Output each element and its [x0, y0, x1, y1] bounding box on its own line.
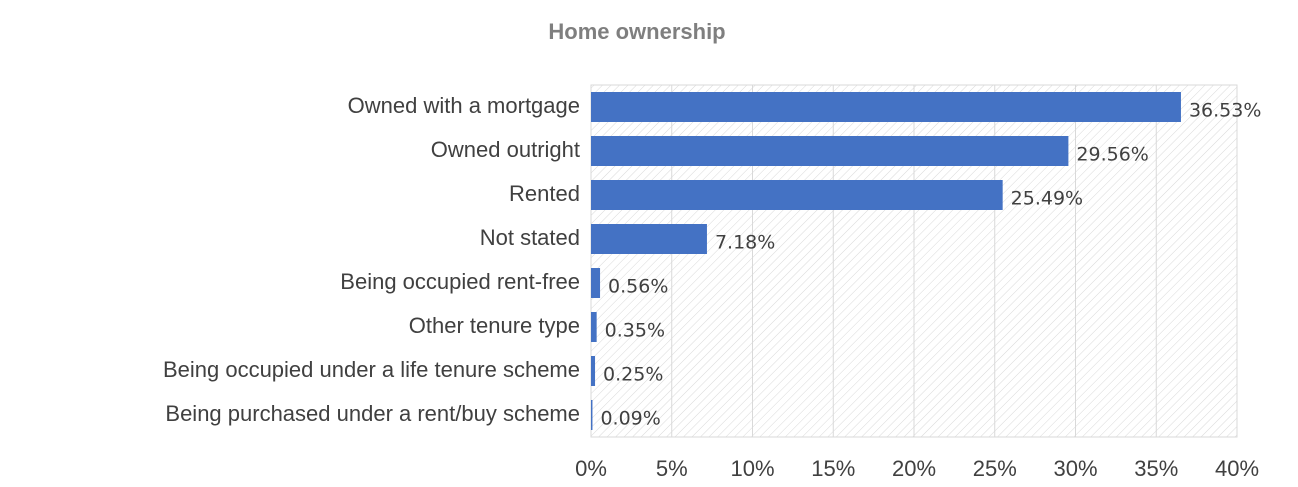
bar — [591, 356, 596, 386]
x-tick-label: 15% — [811, 456, 855, 481]
bar — [591, 268, 601, 298]
y-tick-label: Other tenure type — [409, 313, 580, 338]
value-label: 7.18% — [715, 232, 775, 254]
x-tick-label: 10% — [730, 456, 774, 481]
value-label: 0.25% — [603, 364, 663, 386]
bar — [591, 224, 707, 254]
x-tick-label: 0% — [575, 456, 607, 481]
value-label: 0.56% — [608, 276, 668, 298]
value-label: 36.53% — [1189, 100, 1261, 122]
value-label: 0.09% — [600, 408, 660, 430]
y-tick-label: Being occupied rent-free — [340, 269, 580, 294]
x-tick-label: 25% — [973, 456, 1017, 481]
value-label: 25.49% — [1011, 188, 1083, 210]
y-tick-label: Not stated — [480, 225, 580, 250]
value-label: 29.56% — [1076, 144, 1148, 166]
y-tick-label: Being occupied under a life tenure schem… — [163, 357, 580, 382]
x-tick-label: 20% — [892, 456, 936, 481]
chart-title: Home ownership — [548, 19, 725, 44]
x-tick-label: 35% — [1134, 456, 1178, 481]
bar — [591, 312, 597, 342]
y-tick-label: Rented — [509, 181, 580, 206]
bar — [591, 400, 593, 430]
y-tick-label: Owned with a mortgage — [348, 93, 580, 118]
bar — [591, 180, 1003, 210]
bar — [591, 92, 1181, 122]
x-tick-label: 40% — [1215, 456, 1259, 481]
y-tick-label: Owned outright — [431, 137, 580, 162]
x-tick-label: 5% — [656, 456, 688, 481]
x-tick-label: 30% — [1053, 456, 1097, 481]
value-label: 0.35% — [605, 320, 665, 342]
bar — [591, 136, 1069, 166]
y-tick-label: Being purchased under a rent/buy scheme — [165, 401, 580, 426]
